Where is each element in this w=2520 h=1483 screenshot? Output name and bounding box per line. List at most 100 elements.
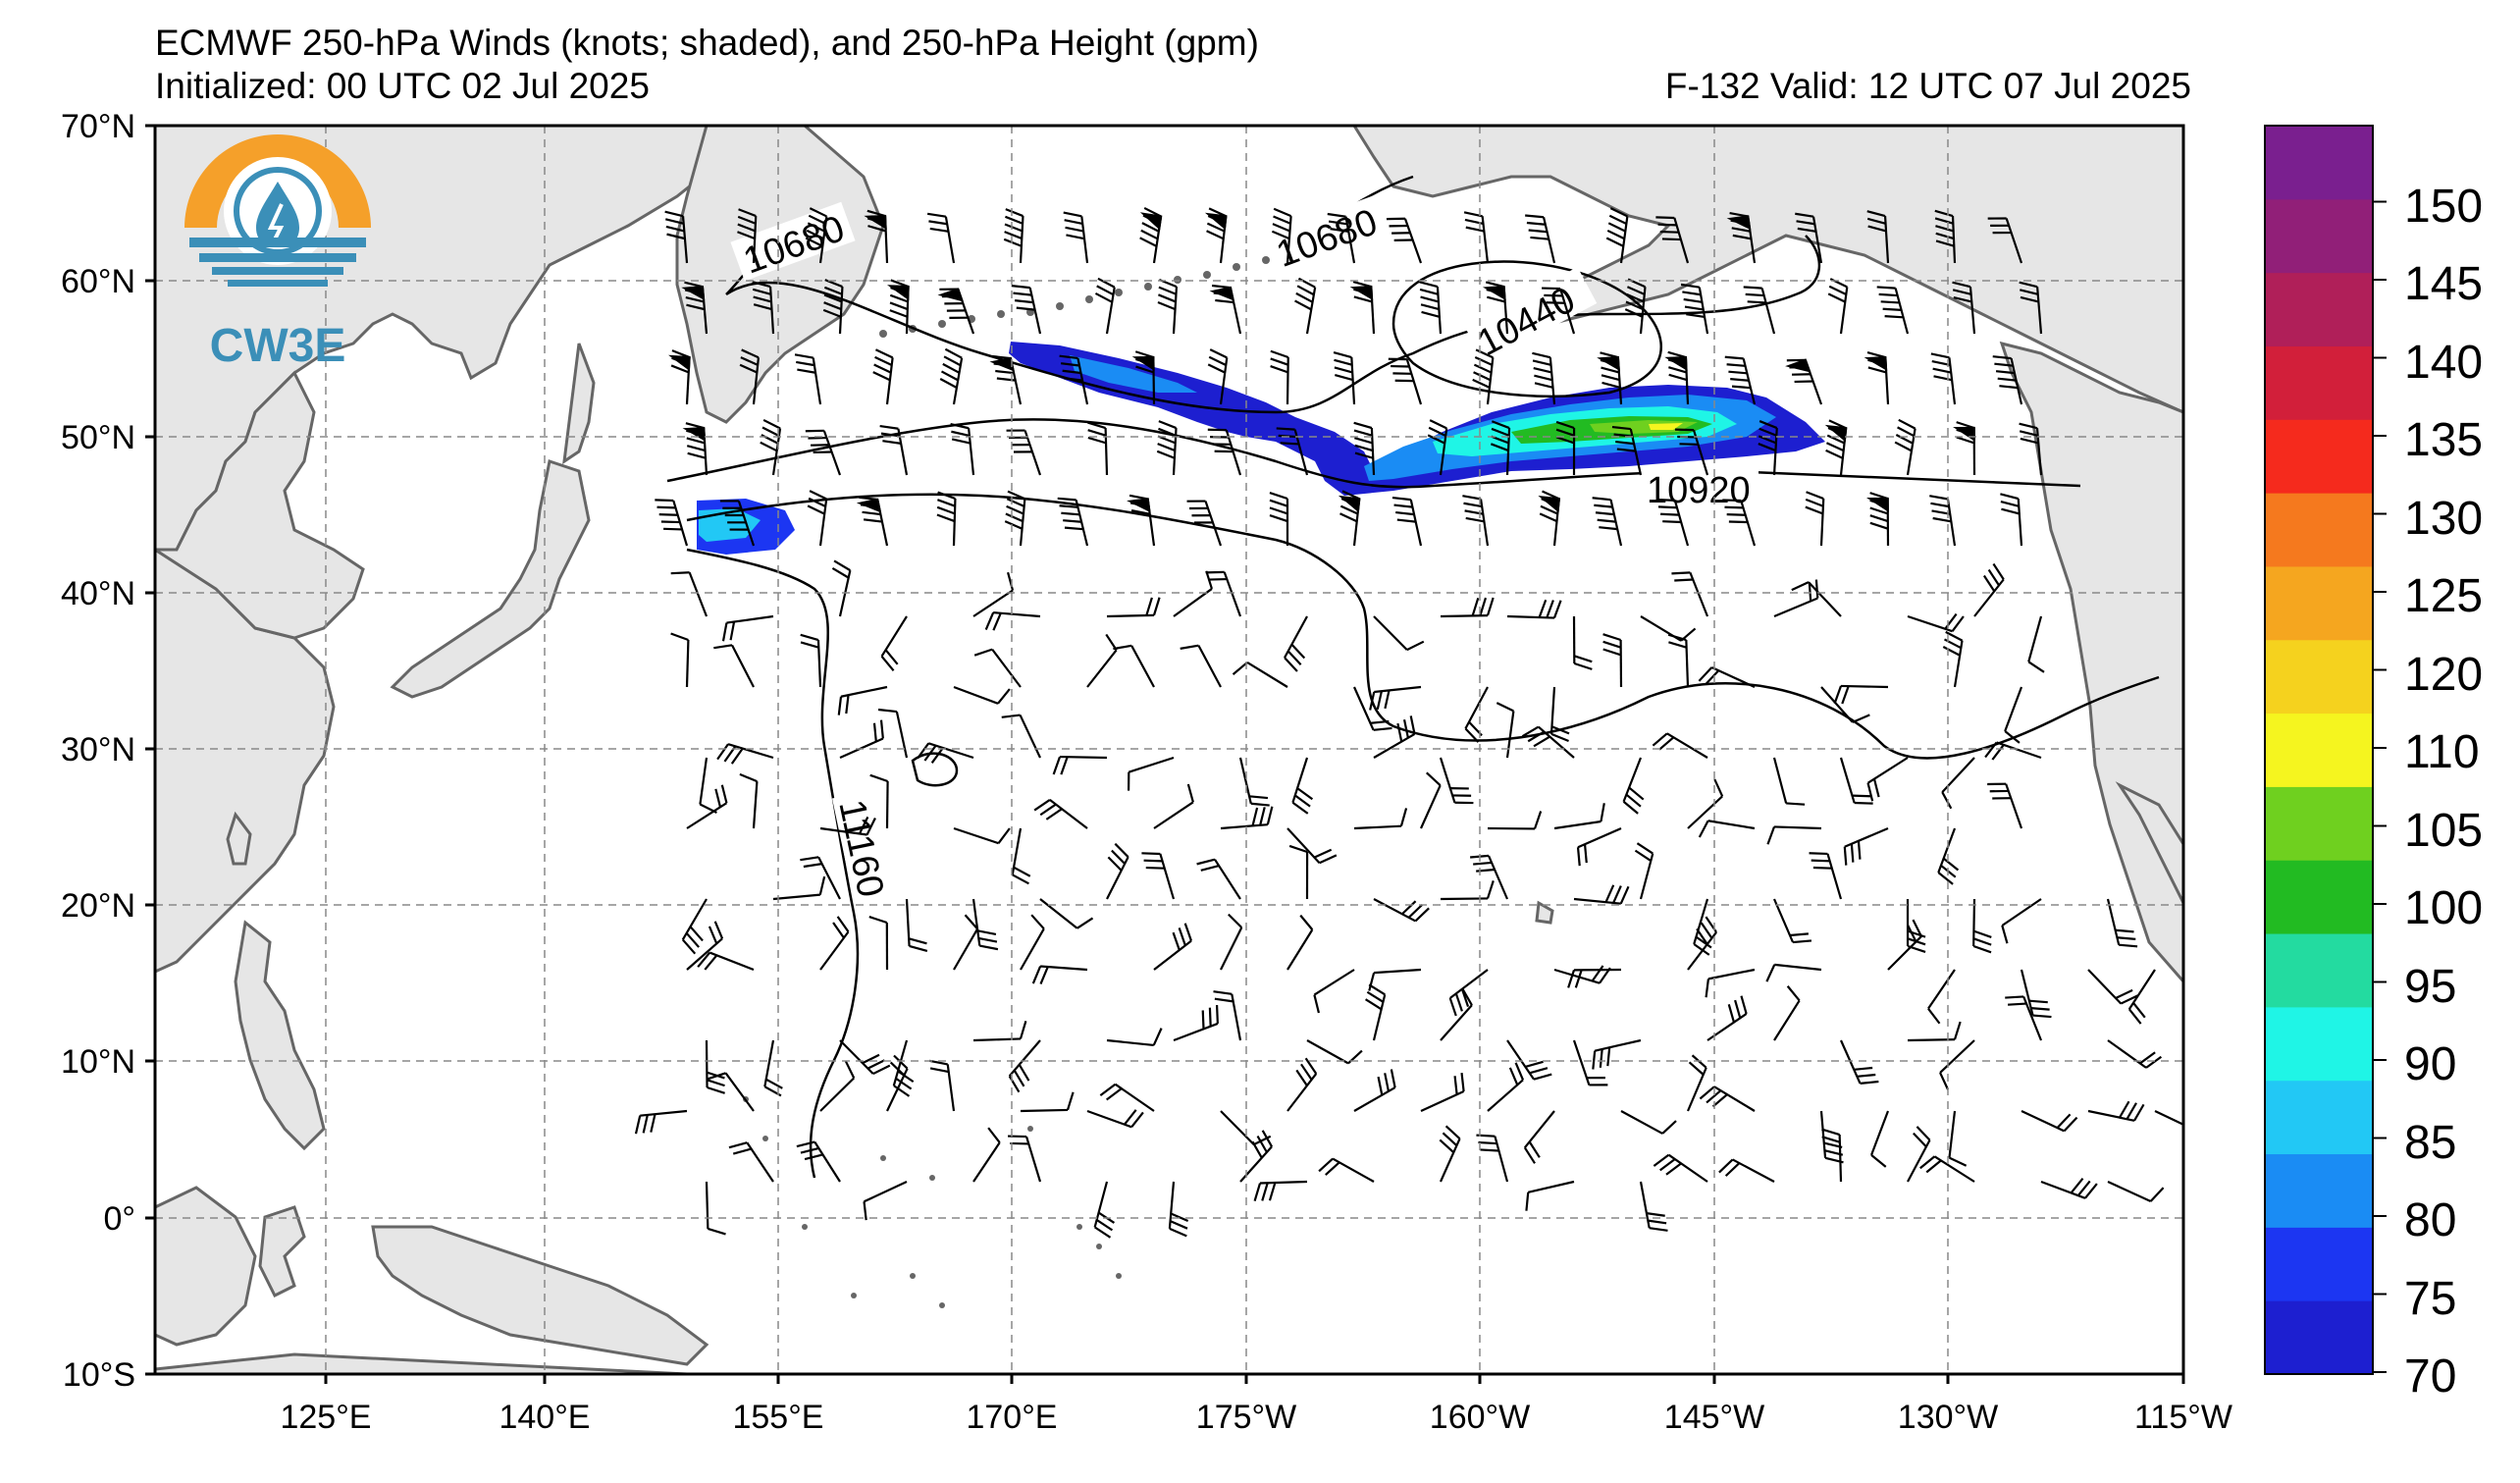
wind-barb-feather bbox=[1597, 518, 1616, 523]
wind-barb-feather bbox=[1532, 351, 1551, 359]
wind-barb bbox=[1353, 824, 1401, 830]
wind-barb-feather bbox=[1706, 1089, 1722, 1104]
wind-barb-feather bbox=[1065, 226, 1084, 233]
wind-barb-feather bbox=[1925, 1159, 1942, 1174]
lon-label: 130°W bbox=[1898, 1399, 1998, 1436]
wind-barb-feather bbox=[1953, 1021, 1962, 1040]
wind-barb-feather bbox=[1945, 630, 1964, 642]
wind-barb-feather bbox=[1480, 1148, 1499, 1152]
wind-barb-feather bbox=[1334, 366, 1353, 374]
wind-barb-feather bbox=[1269, 499, 1288, 507]
wind-barb-feather bbox=[809, 490, 827, 501]
wind-barb bbox=[1373, 898, 1416, 923]
wind-barb-feather bbox=[1592, 497, 1611, 502]
wind-barb-feather bbox=[1866, 782, 1874, 802]
colorbar-swatch bbox=[2265, 419, 2373, 494]
wind-barb-feather bbox=[800, 856, 819, 862]
wind-barb-feather bbox=[1273, 207, 1292, 218]
wind-barb-feather bbox=[929, 1067, 949, 1074]
wind-barb-feather bbox=[874, 355, 893, 366]
wind-barb-feather bbox=[670, 364, 690, 374]
wind-barb-feather bbox=[1139, 237, 1158, 247]
wind-barb-feather bbox=[1060, 362, 1080, 367]
wind-barb-feather bbox=[1353, 429, 1373, 437]
wind-barb-feather bbox=[1699, 1086, 1715, 1100]
wind-barb-feather bbox=[1527, 730, 1546, 743]
wind-barb-feather bbox=[1490, 443, 1509, 452]
wind-barb-feather bbox=[1094, 1226, 1112, 1239]
wind-barb-feather bbox=[1087, 421, 1106, 430]
wind-barb bbox=[952, 498, 957, 547]
wind-barb-feather bbox=[1008, 1135, 1027, 1139]
wind-barb bbox=[1306, 1039, 1349, 1065]
wind-barb-feather bbox=[1693, 943, 1710, 956]
wind-barb-feather bbox=[1812, 866, 1832, 870]
wind-barb bbox=[737, 501, 756, 547]
wind-barb bbox=[1372, 994, 1387, 1041]
wind-barb bbox=[1449, 969, 1489, 999]
colorbar-swatch bbox=[2265, 713, 2373, 787]
wind-barb-feather bbox=[1808, 582, 1812, 602]
wind-barb bbox=[944, 216, 956, 264]
wind-barb-feather bbox=[1604, 884, 1615, 903]
wind-barb-feather bbox=[752, 288, 771, 295]
wind-barb-feather bbox=[1984, 741, 1998, 759]
wind-barb-feather bbox=[1880, 300, 1900, 304]
logo-text: CW3E bbox=[210, 320, 346, 372]
land-philippines bbox=[234, 920, 326, 1151]
wind-barb bbox=[2035, 428, 2043, 476]
wind-barb-feather bbox=[1300, 1063, 1313, 1081]
wind-barb-feather bbox=[893, 1054, 909, 1070]
wind-barb-feather bbox=[942, 362, 961, 374]
wind-barb-feather bbox=[1894, 441, 1913, 452]
wind-barb bbox=[2010, 357, 2023, 405]
wind-barb bbox=[1332, 1157, 1375, 1183]
wind-barb-feather bbox=[2019, 430, 2038, 437]
wind-barb-feather bbox=[1805, 505, 1823, 515]
colorbar-label: 150 bbox=[2404, 181, 2483, 233]
wind-barb-feather bbox=[1463, 502, 1483, 508]
wind-barb-feather bbox=[1683, 297, 1703, 303]
wind-barb-feather bbox=[686, 437, 706, 445]
wind-barb bbox=[1024, 1136, 1042, 1183]
wind-barb-pennant bbox=[1338, 495, 1361, 513]
wind-barb-feather bbox=[1157, 443, 1176, 452]
wind-barb-feather bbox=[1420, 303, 1440, 311]
wind-barb-feather bbox=[1956, 436, 1975, 445]
colorbar-swatch bbox=[2265, 786, 2373, 861]
wind-barb-feather bbox=[1682, 291, 1702, 296]
wind-barb-feather bbox=[1700, 922, 1713, 939]
wind-barb-feather bbox=[1930, 352, 1950, 359]
wind-barb bbox=[1284, 615, 1308, 659]
wind-barb-feather bbox=[1313, 994, 1320, 1014]
wind-barb-feather bbox=[708, 1227, 726, 1236]
wind-barb bbox=[1436, 287, 1443, 335]
wind-barb-feather bbox=[1004, 520, 1024, 530]
wind-barb-feather bbox=[1364, 998, 1383, 1011]
colorbar-swatch bbox=[2265, 1153, 2373, 1228]
wind-barb bbox=[822, 430, 842, 476]
wind-barb-feather bbox=[1740, 995, 1748, 1015]
wind-barb-feather bbox=[1429, 419, 1447, 430]
wind-barb-feather bbox=[687, 451, 707, 459]
wind-barb bbox=[752, 216, 758, 264]
wind-barb bbox=[1687, 931, 1717, 971]
wind-barb-feather bbox=[862, 510, 881, 516]
wind-barb-feather bbox=[1474, 355, 1493, 366]
wind-barb-feather bbox=[1766, 826, 1776, 845]
wind-barb-feather bbox=[863, 518, 883, 523]
wind-barb bbox=[752, 781, 759, 829]
land-china-coast bbox=[155, 370, 365, 640]
wind-barb-feather bbox=[794, 353, 814, 359]
wind-barb-feather bbox=[1796, 220, 1815, 226]
wind-barb bbox=[2005, 783, 2023, 829]
wind-barb bbox=[1840, 684, 1889, 689]
wind-barb-feather bbox=[2117, 936, 2136, 940]
wind-barb bbox=[1313, 969, 1355, 996]
wind-barb-feather bbox=[1658, 736, 1675, 751]
wind-barb bbox=[1419, 784, 1442, 829]
wind-barb-feather bbox=[1268, 1182, 1277, 1201]
wind-barb bbox=[709, 951, 755, 972]
wind-barb-feather bbox=[1628, 786, 1645, 801]
wind-barb bbox=[1689, 571, 1709, 617]
